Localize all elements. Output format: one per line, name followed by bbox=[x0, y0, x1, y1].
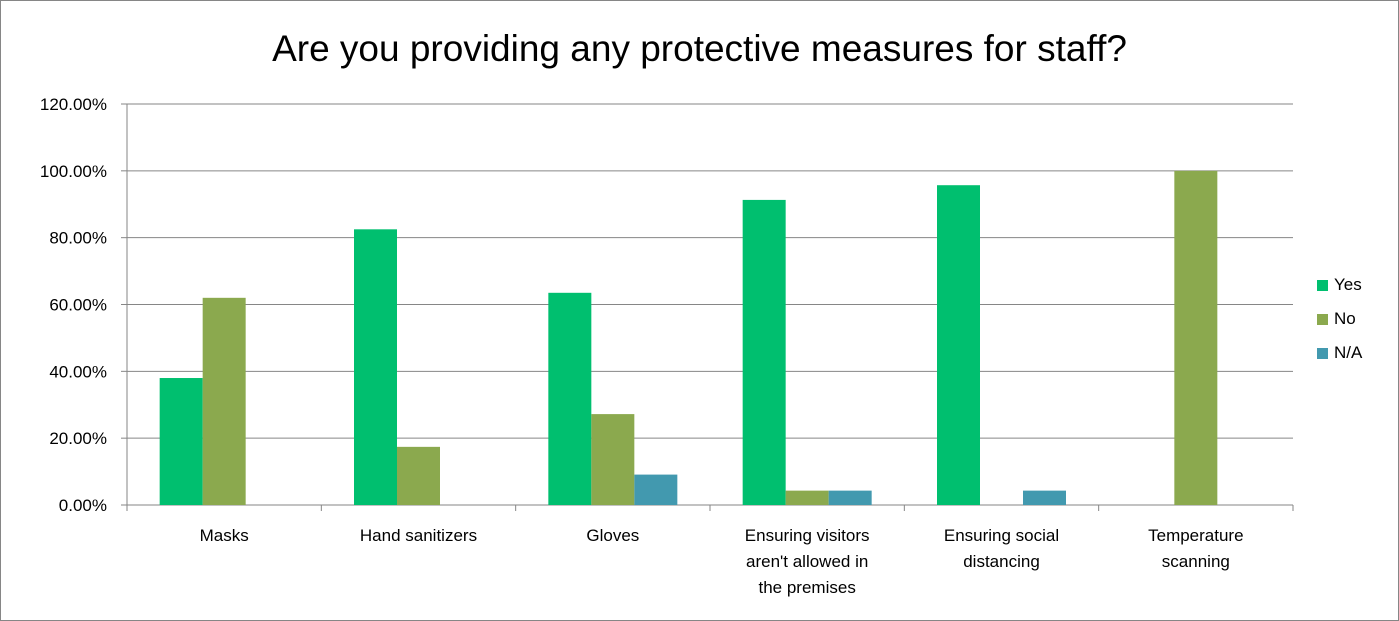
x-tick-label: aren't allowed in bbox=[746, 552, 868, 571]
bar-na bbox=[828, 490, 872, 505]
bar-yes bbox=[159, 378, 203, 505]
chart-title: Are you providing any protective measure… bbox=[272, 28, 1127, 69]
legend-item: No bbox=[1317, 302, 1362, 336]
x-tick-label: Ensuring visitors bbox=[745, 526, 870, 545]
x-tick-label: Masks bbox=[200, 526, 249, 545]
bar-na bbox=[1023, 490, 1066, 505]
legend-label: Yes bbox=[1334, 275, 1362, 294]
bar-yes bbox=[742, 199, 786, 506]
bar-na bbox=[634, 474, 678, 505]
x-tick-label: distancing bbox=[963, 552, 1040, 571]
bar-no bbox=[202, 297, 246, 505]
bar-no bbox=[1174, 170, 1218, 506]
x-tick-label: Temperature bbox=[1148, 526, 1243, 545]
y-tick-label: 60.00% bbox=[49, 296, 107, 315]
y-tick-label: 40.00% bbox=[49, 362, 107, 381]
x-tick-label: Gloves bbox=[586, 526, 639, 545]
x-tick-label: the premises bbox=[759, 578, 856, 597]
bar-no bbox=[785, 490, 829, 505]
legend-item: N/A bbox=[1317, 336, 1362, 370]
legend-label: N/A bbox=[1334, 343, 1363, 362]
legend-label: No bbox=[1334, 309, 1356, 328]
chart-legend: Yes No N/A bbox=[1317, 268, 1362, 370]
legend-item: Yes bbox=[1317, 268, 1362, 302]
y-tick-label: 20.00% bbox=[49, 429, 107, 448]
bar-no bbox=[591, 414, 635, 505]
bar-no bbox=[397, 446, 440, 505]
legend-swatch bbox=[1317, 279, 1328, 291]
legend-swatch bbox=[1317, 347, 1328, 359]
y-tick-label: 80.00% bbox=[49, 229, 107, 248]
x-tick-label: Hand sanitizers bbox=[360, 526, 477, 545]
bar-yes bbox=[937, 185, 980, 505]
bar-yes bbox=[354, 229, 397, 505]
bar-yes bbox=[548, 292, 592, 505]
x-tick-label: Ensuring social bbox=[944, 526, 1059, 545]
y-tick-label: 120.00% bbox=[40, 95, 107, 114]
x-tick-label: scanning bbox=[1162, 552, 1230, 571]
y-tick-label: 0.00% bbox=[59, 496, 107, 515]
legend-swatch bbox=[1317, 313, 1328, 325]
y-tick-label: 100.00% bbox=[40, 162, 107, 181]
